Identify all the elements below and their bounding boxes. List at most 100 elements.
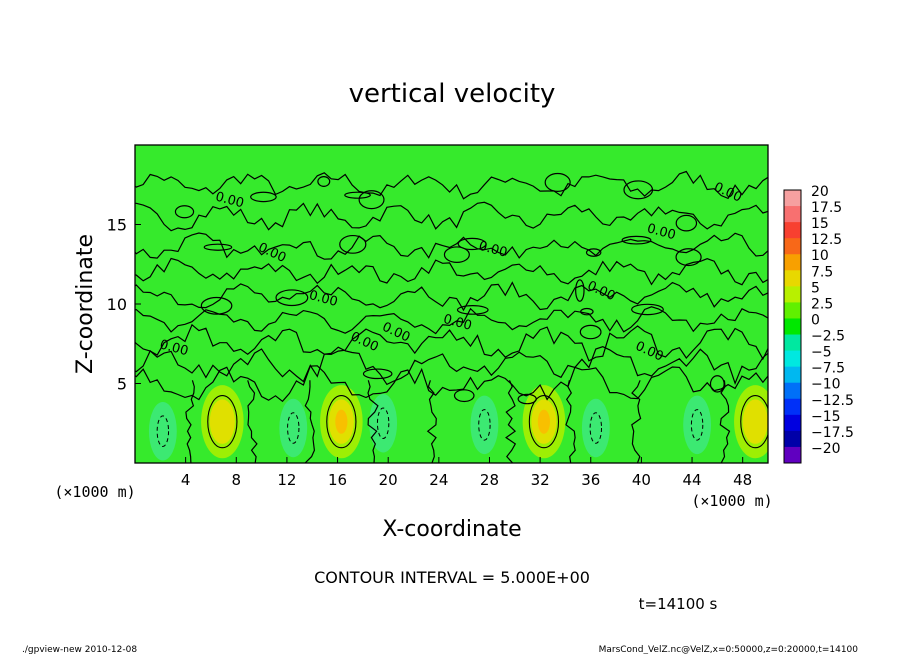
colorbar-swatch bbox=[784, 430, 801, 448]
x-axis: 4 8 12 16 20 24 28 32 36 40 44 48 bbox=[135, 457, 768, 489]
x-tick-label: 28 bbox=[480, 471, 499, 489]
closed-contour bbox=[358, 190, 385, 210]
downdraft-contour bbox=[376, 407, 390, 440]
contour-label: 0.00 bbox=[645, 221, 677, 243]
colorbar-label: −20 bbox=[811, 441, 841, 457]
colorbar-swatch bbox=[784, 302, 801, 319]
closed-contour bbox=[623, 180, 654, 200]
updraft-peak bbox=[537, 409, 550, 434]
colorbar-swatch bbox=[784, 318, 801, 336]
colorbar-swatch bbox=[784, 206, 801, 223]
cell-boundary-contour bbox=[505, 380, 517, 463]
closed-contour bbox=[200, 296, 233, 315]
colorbar-label: −2.5 bbox=[811, 329, 845, 345]
zero-contour-line bbox=[135, 257, 768, 286]
colorbar-label: −15 bbox=[811, 409, 841, 425]
zero-contours bbox=[135, 170, 768, 463]
cell-boundary-contour bbox=[304, 380, 316, 463]
colorbar-frame bbox=[783, 189, 802, 464]
x-unit-left: (×1000 m) bbox=[54, 483, 135, 501]
closed-contour bbox=[456, 305, 489, 315]
y-axis: 5 10 15 bbox=[107, 216, 141, 394]
downdraft-contour bbox=[478, 409, 491, 441]
updraft-peak bbox=[335, 409, 348, 434]
colorbar-label: 17.5 bbox=[811, 200, 842, 216]
contour-label: 0.00 bbox=[442, 312, 474, 334]
colorbar-swatch bbox=[784, 254, 801, 271]
zero-contour-line bbox=[135, 281, 768, 312]
x-tick-label: 16 bbox=[328, 471, 347, 489]
cell-boundary-contour bbox=[367, 380, 379, 463]
downdraft-blob bbox=[683, 395, 712, 455]
x-axis-label: X-coordinate bbox=[382, 517, 521, 542]
colorbar-swatch bbox=[784, 398, 801, 416]
y-tick-label: 5 bbox=[117, 375, 127, 394]
closed-contour bbox=[174, 205, 195, 219]
contour-interval-text: CONTOUR INTERVAL = 5.000E+00 bbox=[314, 568, 590, 587]
colorbar-swatch bbox=[784, 286, 801, 303]
downdraft-contour bbox=[690, 409, 704, 441]
colorbar-label: 0 bbox=[811, 313, 820, 329]
closed-contour bbox=[457, 237, 487, 251]
updraft-core bbox=[742, 399, 768, 444]
updraft-contour bbox=[528, 395, 560, 449]
closed-contour bbox=[275, 289, 309, 307]
downdraft-contour bbox=[287, 412, 300, 444]
closed-contour bbox=[621, 235, 652, 245]
contour-label: 0.00 bbox=[158, 337, 190, 359]
closed-contour bbox=[362, 368, 393, 380]
closed-contour bbox=[631, 303, 664, 316]
cell-boundary-contour bbox=[719, 380, 731, 463]
colorbar-swatch bbox=[784, 238, 801, 255]
colorbar-label: −7.5 bbox=[811, 361, 845, 377]
footer-right: MarsCond_VelZ.nc@VelZ,x=0:50000,z=0:2000… bbox=[599, 645, 859, 654]
colorbar-swatch bbox=[784, 334, 801, 352]
colorbar-swatch bbox=[784, 222, 801, 239]
colorbar-label: 7.5 bbox=[811, 264, 833, 280]
closed-contour bbox=[443, 246, 470, 263]
updraft-core bbox=[209, 399, 235, 444]
contour-label: 0.00 bbox=[477, 239, 509, 261]
colorbar-swatch bbox=[784, 366, 801, 384]
x-tick-label: 24 bbox=[429, 471, 448, 489]
closed-contour bbox=[709, 375, 725, 393]
colorbar-label: 5 bbox=[811, 280, 820, 296]
downdraft-blob bbox=[148, 401, 177, 461]
zero-contour-line bbox=[135, 201, 768, 232]
downdraft-blob bbox=[581, 398, 610, 458]
closed-contour bbox=[544, 172, 571, 192]
colorbar-label: −12.5 bbox=[811, 393, 854, 409]
x-tick-label: 40 bbox=[632, 471, 651, 489]
closed-contour bbox=[675, 214, 698, 232]
colorbar: 2017.51512.5107.552.50−2.5−5−7.5−10−12.5… bbox=[783, 184, 854, 464]
colorbar-label: −17.5 bbox=[811, 425, 854, 441]
updraft-contour bbox=[326, 395, 357, 449]
cell-boundary-contour bbox=[426, 380, 437, 463]
colorbar-label: −10 bbox=[811, 377, 841, 393]
colorbar-label: 2.5 bbox=[811, 296, 833, 312]
colorbar-swatch bbox=[784, 350, 801, 368]
x-tick-label: 44 bbox=[682, 471, 701, 489]
downdraft-contour bbox=[589, 412, 603, 444]
closed-contour bbox=[675, 248, 702, 267]
colorbar-label: 12.5 bbox=[811, 232, 842, 248]
y-tick-label: 10 bbox=[107, 295, 127, 314]
closed-contour bbox=[250, 191, 277, 203]
y-axis-label: Z-coordinate bbox=[73, 234, 98, 374]
cell-boundary-contour bbox=[565, 380, 576, 463]
closed-contour bbox=[517, 393, 537, 405]
closed-contour bbox=[203, 243, 233, 251]
downdraft-blob bbox=[470, 395, 499, 455]
contour-label: 0.00 bbox=[214, 189, 246, 211]
downdraft-contour bbox=[156, 415, 170, 447]
colorbar-label: −5 bbox=[811, 345, 832, 361]
cell-boundary-contour bbox=[631, 380, 642, 463]
closed-contour bbox=[453, 389, 475, 403]
colorbar-swatch bbox=[784, 190, 801, 207]
zero-contour-line bbox=[135, 306, 768, 335]
x-tick-label: 20 bbox=[379, 471, 398, 489]
colorbar-swatch bbox=[784, 446, 801, 464]
contour-label: 0.00 bbox=[307, 288, 339, 310]
closed-contour bbox=[575, 279, 585, 302]
